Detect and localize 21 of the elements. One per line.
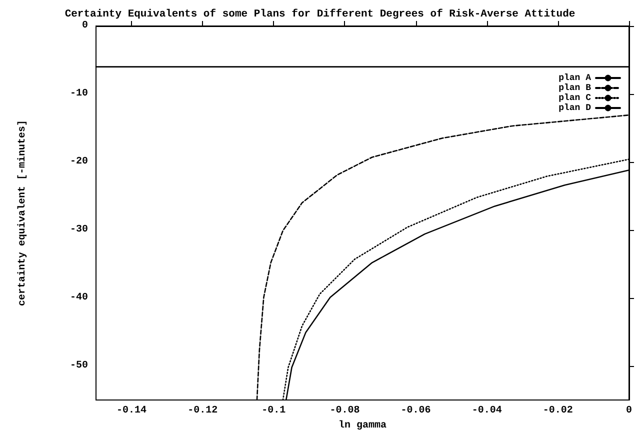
x-tick-label: -0.04 bbox=[472, 406, 502, 416]
x-tick-label: -0.14 bbox=[116, 406, 147, 416]
y-tick-label: -20 bbox=[70, 156, 88, 168]
y-tick-label: -30 bbox=[70, 224, 88, 236]
x-tick-label: -0.1 bbox=[262, 406, 286, 416]
x-tick-label: -0.02 bbox=[542, 406, 573, 416]
x-tick-label: -0.06 bbox=[400, 406, 431, 416]
y-tick-label: -40 bbox=[70, 292, 88, 304]
legend-label: plan A bbox=[558, 73, 592, 83]
chart-title: Certainty Equivalents of some Plans for Different Degrees of Risk-Averse Attitude bbox=[64, 8, 576, 20]
legend-label: plan C bbox=[558, 93, 592, 103]
y-tick-label: 0 bbox=[82, 20, 88, 32]
y-tick-label: -50 bbox=[70, 360, 88, 372]
x-tick-label: -0.12 bbox=[188, 406, 218, 416]
x-tick-label: 0 bbox=[626, 406, 632, 416]
x-axis-title: ln gamma bbox=[338, 419, 387, 432]
y-tick-label: -10 bbox=[70, 88, 88, 100]
y-axis-title: certainty equivalent [-minutes] bbox=[16, 120, 28, 306]
legend-label: plan B bbox=[558, 83, 592, 93]
legend-label: plan D bbox=[558, 103, 592, 113]
x-tick-label: -0.08 bbox=[330, 406, 360, 416]
